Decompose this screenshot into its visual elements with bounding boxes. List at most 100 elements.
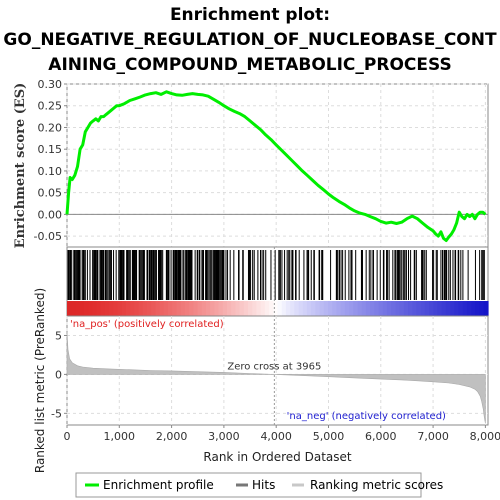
color-bar-segment <box>193 301 199 316</box>
color-bar-segment <box>454 301 460 316</box>
color-bar-segment <box>277 301 283 316</box>
color-bar-segment <box>475 301 481 316</box>
color-bar-segment <box>205 301 211 316</box>
x-tick-label: 6,000 <box>365 430 397 443</box>
color-bar-segment <box>290 301 295 316</box>
color-bar-segment <box>79 301 85 316</box>
title-line-2: GO_NEGATIVE_REGULATION_OF_NUCLEOBASE_CON… <box>3 30 497 50</box>
es-y-tick-label: 0.30 <box>38 78 63 91</box>
color-bar-segment <box>285 301 291 316</box>
chart-legend: Enrichment profile Hits Ranking metric sco… <box>75 472 443 498</box>
color-bar-segment <box>391 301 396 316</box>
es-y-tick-label: -0.05 <box>34 230 62 243</box>
color-bar-segment <box>365 301 371 316</box>
color-bar-segment <box>298 301 304 316</box>
color-bar-segment <box>104 301 110 316</box>
color-bar-segment <box>403 301 409 316</box>
x-tick-label: 2,000 <box>156 430 188 443</box>
color-bar-segment <box>71 301 77 316</box>
color-bar-segment <box>349 301 354 316</box>
color-bar-segment <box>88 301 93 316</box>
color-bar-segment <box>462 301 468 316</box>
color-bar-segment <box>370 301 375 316</box>
color-bar-segment <box>260 301 266 316</box>
color-bar-segment <box>340 301 346 316</box>
legend-items: Enrichment profile Hits Ranking metric sco… <box>85 478 443 492</box>
rank-y-tick-label: 5 <box>55 329 62 342</box>
x-tick-label: 3,000 <box>208 430 240 443</box>
color-bar-segment <box>374 301 380 316</box>
color-bar-segment <box>146 301 152 316</box>
color-bar-segment <box>328 301 333 316</box>
rank-y-tick-label: 0 <box>55 368 62 381</box>
positive-correlation-label: 'na_pos' (positively correlated) <box>70 319 224 330</box>
color-bar-segment <box>159 301 165 316</box>
zero-cross-label: Zero cross at 3965 <box>227 361 321 372</box>
enrichment-score-panel: 0.30 0.25 0.20 0.15 0.10 0.05 0.00 -0.05 Enrich… <box>13 78 489 249</box>
enrichment-profile-line <box>65 90 487 242</box>
color-bar-segment <box>201 301 207 316</box>
color-bar-segment <box>306 301 312 316</box>
color-bar-segment <box>214 301 220 316</box>
color-bar-segment <box>361 301 367 316</box>
color-bar-segment <box>243 301 249 316</box>
color-bar-segment <box>155 301 161 316</box>
color-bar-segment <box>184 301 190 316</box>
es-y-tick-label: 0.10 <box>38 165 63 178</box>
ranking-metric-panel: Zero cross at 3965 'na_pos' (positively … <box>33 247 500 473</box>
es-y-tick-label: 0.00 <box>38 208 63 221</box>
color-bar-segment <box>408 301 413 316</box>
color-bar-segment <box>109 301 114 316</box>
color-bar-segment <box>378 301 384 316</box>
color-bar-segment <box>218 301 224 316</box>
hit-marks <box>67 250 485 300</box>
color-bar-segment <box>176 301 182 316</box>
rank-y-tick-label: -5 <box>51 407 62 420</box>
color-bar-segment <box>302 301 308 316</box>
x-tick-label: 8,000 <box>470 430 500 443</box>
ranking-metric-area <box>66 331 486 424</box>
color-bar-segment <box>168 301 173 316</box>
title-line-1: Enrichment plot: <box>170 5 330 25</box>
legend-label: Enrichment profile <box>103 478 214 492</box>
x-tick-label: 7,000 <box>417 430 449 443</box>
color-bar-segment <box>151 301 157 316</box>
color-bar-segment <box>332 301 338 316</box>
color-bar-segment <box>189 301 194 316</box>
es-y-tick-label: 0.15 <box>38 143 63 156</box>
color-bar-segment <box>248 301 253 316</box>
color-bar-segment <box>466 301 472 316</box>
color-bar-segment <box>479 301 485 316</box>
color-bar-segment <box>357 301 363 316</box>
x-tick-label: 5,000 <box>313 430 345 443</box>
color-bar-segment <box>483 301 489 316</box>
chart-title: Enrichment plot: GO_NEGATIVE_REGULATION_… <box>3 5 497 75</box>
color-bar-segment <box>273 301 279 316</box>
color-bar-segment <box>412 301 418 316</box>
es-y-tick-label: 0.20 <box>38 121 63 134</box>
x-axis-label: Rank in Ordered Dataset <box>203 450 351 464</box>
color-bar-segment <box>92 301 98 316</box>
es-y-tick-label: 0.25 <box>38 100 63 113</box>
color-bar-segment <box>210 301 215 316</box>
color-bar-segment <box>437 301 443 316</box>
color-bar-segment <box>235 301 241 316</box>
color-bar-segment <box>130 301 135 316</box>
color-bar-segment <box>117 301 123 316</box>
enrichment-y-ticks: 0.30 0.25 0.20 0.15 0.10 0.05 0.00 -0.05 <box>34 78 67 243</box>
color-bar-segment <box>113 301 119 316</box>
color-bar-segment <box>416 301 422 316</box>
color-bar-segment <box>239 301 245 316</box>
color-bar-segment <box>172 301 178 316</box>
enrichment-y-axis-label: Enrichment score (ES) <box>13 83 28 249</box>
color-bar-segment <box>424 301 430 316</box>
color-bar-segment <box>433 301 439 316</box>
color-bar-segment <box>399 301 405 316</box>
x-tick-label: 1,000 <box>104 430 136 443</box>
color-bar-segment <box>100 301 106 316</box>
color-bar-segment <box>281 301 287 316</box>
color-bar-segment <box>269 301 274 316</box>
color-bar-segment <box>344 301 350 316</box>
color-bar-segment <box>121 301 127 316</box>
